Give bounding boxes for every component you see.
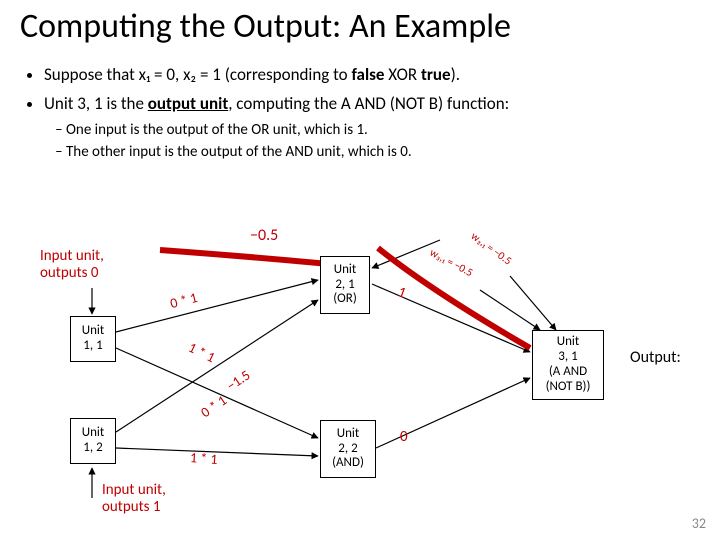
node-u31: Unit 3, 1 (A AND (NOT B)) (532, 330, 604, 400)
weight-u21-u31: 1 (395, 283, 408, 303)
sub-bullet-2: The other input is the output of the AND… (66, 142, 702, 162)
weight-u11-u21: 0 * 1 (168, 289, 199, 312)
weight-u12-u22: 1 * 1 (189, 449, 218, 468)
bias-arrow-u31b (510, 276, 556, 330)
sub-bullet-1: One input is the output of the OR unit, … (66, 120, 702, 140)
bias-arrow-u31a (480, 290, 540, 330)
label-input0: Input unit, outputs 0 (40, 248, 104, 281)
bullet-1: Suppose that x₁ = 0, x₂ = 1 (correspondi… (44, 64, 702, 87)
bias-u31-a: w₃,₁ = −0.5 (428, 246, 475, 279)
output-label: Output: (630, 348, 681, 367)
bullet-list: Suppose that x₁ = 0, x₂ = 1 (correspondi… (22, 64, 702, 168)
page-title: Computing the Output: An Example (20, 6, 700, 47)
page-number: 32 (692, 515, 706, 532)
label-bias-top: −0.5 (250, 226, 278, 245)
edge-u11-u21 (116, 280, 318, 332)
node-u12: Unit 1, 2 (70, 418, 116, 464)
node-u11: Unit 1, 1 (70, 316, 116, 362)
node-u21: Unit 2, 1 (OR) (320, 256, 370, 314)
edge-u21-u31 (372, 284, 530, 352)
bias-u31-b: w₃,₁ = −0.5 (469, 229, 515, 267)
weight-u22-u31: 0 (400, 428, 408, 446)
weight-u12-u21-pre: 0 * 1 (198, 392, 230, 421)
weight-u12-u21: −1.5 (223, 367, 253, 395)
weight-u11-u22: 1 * 1 (186, 339, 218, 366)
bullet-2: Unit 3, 1 is the output unit, computing … (44, 93, 702, 162)
label-input1: Input unit, outputs 1 (102, 482, 166, 515)
node-u22: Unit 2, 2 (AND) (320, 420, 376, 478)
